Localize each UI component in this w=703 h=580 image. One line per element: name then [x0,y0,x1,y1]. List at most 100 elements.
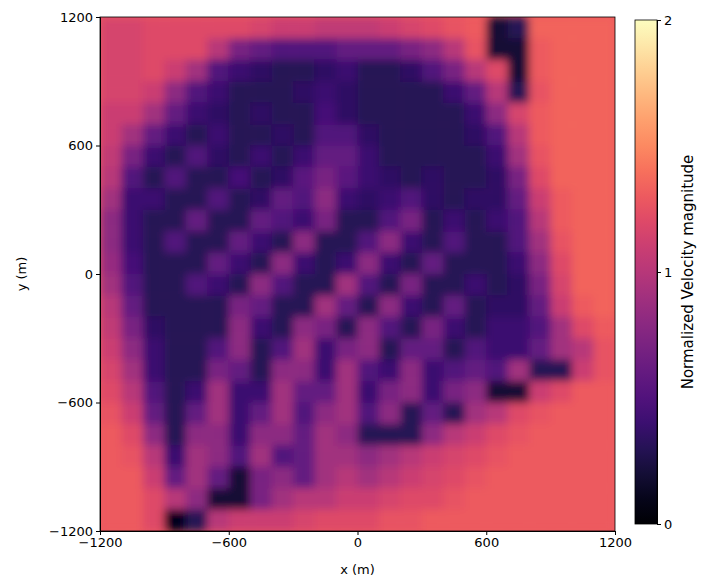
heatmap-cell [186,381,208,403]
heatmap-cell [551,146,573,168]
heatmap-cell [121,445,143,467]
heatmap-cell [250,17,272,39]
y-axis: −1200−60006001200 [49,10,100,539]
heatmap-cell [465,403,487,425]
tick-label: 1 [664,265,672,280]
heatmap-cell [315,381,337,403]
heatmap-cell [358,317,380,339]
heatmap-cell [100,338,122,360]
colorbar [635,20,657,524]
heatmap-cell [143,338,165,360]
heatmap-cell [443,488,465,510]
heatmap-cell [465,381,487,403]
tick-label: 1200 [599,535,632,550]
heatmap-cell [186,445,208,467]
heatmap-cell [465,167,487,189]
axis-line [658,21,662,525]
heatmap-cell [443,17,465,39]
heatmap-cell [400,467,422,489]
heatmap-cell [336,360,358,382]
heatmap-cell [250,510,272,531]
heatmap-cell [443,231,465,253]
heatmap-cell [293,231,315,253]
heatmap-cell [272,167,294,189]
heatmap-cell [229,338,251,360]
heatmap-cell [143,17,165,39]
tick: 2 [657,13,672,28]
heatmap-cell [508,488,530,510]
heatmap-cell [443,103,465,125]
heatmap-cell [293,253,315,275]
heatmap-cell [443,424,465,446]
heatmap-cell [272,403,294,425]
heatmap-cell [551,424,573,446]
heatmap-cell [572,445,594,467]
tick: 0 [354,531,362,550]
heatmap-cell [100,445,122,467]
tick: 0 [85,267,100,282]
heatmap-cell [465,424,487,446]
heatmap-cell [422,317,444,339]
heatmap-cell [315,210,337,232]
heatmap-cell [100,38,122,60]
heatmap-cell [529,295,551,317]
heatmap-cell [594,445,615,467]
heatmap-cell [229,17,251,39]
heatmap-cell [164,295,186,317]
heatmap-cell [186,274,208,296]
heatmap-cell [400,253,422,275]
heatmap-cell [336,210,358,232]
heatmap-cell [272,17,294,39]
heatmap-cell [143,231,165,253]
heatmap-cell [315,360,337,382]
heatmap-cell [508,167,530,189]
heatmap-cell [100,295,122,317]
heatmap-cell [272,317,294,339]
heatmap-cell [186,38,208,60]
heatmap-cell [572,360,594,382]
heatmap-cell [336,317,358,339]
heatmap-cell [293,403,315,425]
heatmap-cell [229,488,251,510]
heatmap-cell [164,317,186,339]
heatmap-cell [400,403,422,425]
heatmap-cell [572,38,594,60]
heatmap-cell [465,253,487,275]
heatmap-cell [207,295,229,317]
heatmap-cell [121,17,143,39]
heatmap-cell [465,467,487,489]
heatmap-cell [594,338,615,360]
tick: 600 [474,531,499,550]
heatmap-cell [358,167,380,189]
heatmap-cell [358,17,380,39]
heatmap-cell [186,60,208,82]
heatmap-cell [164,338,186,360]
heatmap-cell [508,81,530,103]
heatmap-cell [272,467,294,489]
heatmap-cell [293,146,315,168]
heatmap-cell [272,338,294,360]
heatmap-cell [594,274,615,296]
heatmap-cell [250,424,272,446]
heatmap-cell [121,274,143,296]
heatmap-cell [121,38,143,60]
heatmap-cell [272,81,294,103]
heatmap-cell [529,445,551,467]
heatmap-cell [379,38,401,60]
heatmap-cell [250,317,272,339]
heatmap-cell [207,103,229,125]
heatmap-cell [336,124,358,146]
heatmap-cell [529,38,551,60]
heatmap-cell [121,81,143,103]
heatmap-cell [400,381,422,403]
heatmap-cell [594,317,615,339]
heatmap-cell [443,146,465,168]
heatmap-cell [293,381,315,403]
heatmap-cell [143,188,165,210]
heatmap-cell [486,17,508,39]
heatmap-cell [207,274,229,296]
heatmap-cell [465,38,487,60]
heatmap-cell [293,338,315,360]
heatmap-cell [250,403,272,425]
heatmap-cell [100,360,122,382]
